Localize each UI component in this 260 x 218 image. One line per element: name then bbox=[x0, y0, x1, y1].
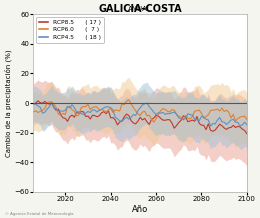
Text: ANUAL: ANUAL bbox=[128, 6, 152, 12]
Y-axis label: Cambio de la precipitación (%): Cambio de la precipitación (%) bbox=[4, 49, 12, 157]
Text: © Agencia Estatal de Meteorología: © Agencia Estatal de Meteorología bbox=[5, 212, 74, 216]
Legend: RCP8.5      ( 17 ), RCP6.0      (  7 ), RCP4.5      ( 18 ): RCP8.5 ( 17 ), RCP6.0 ( 7 ), RCP4.5 ( 18… bbox=[36, 17, 104, 43]
X-axis label: Año: Año bbox=[132, 205, 148, 214]
Title: GALICIA-COSTA: GALICIA-COSTA bbox=[98, 4, 182, 14]
